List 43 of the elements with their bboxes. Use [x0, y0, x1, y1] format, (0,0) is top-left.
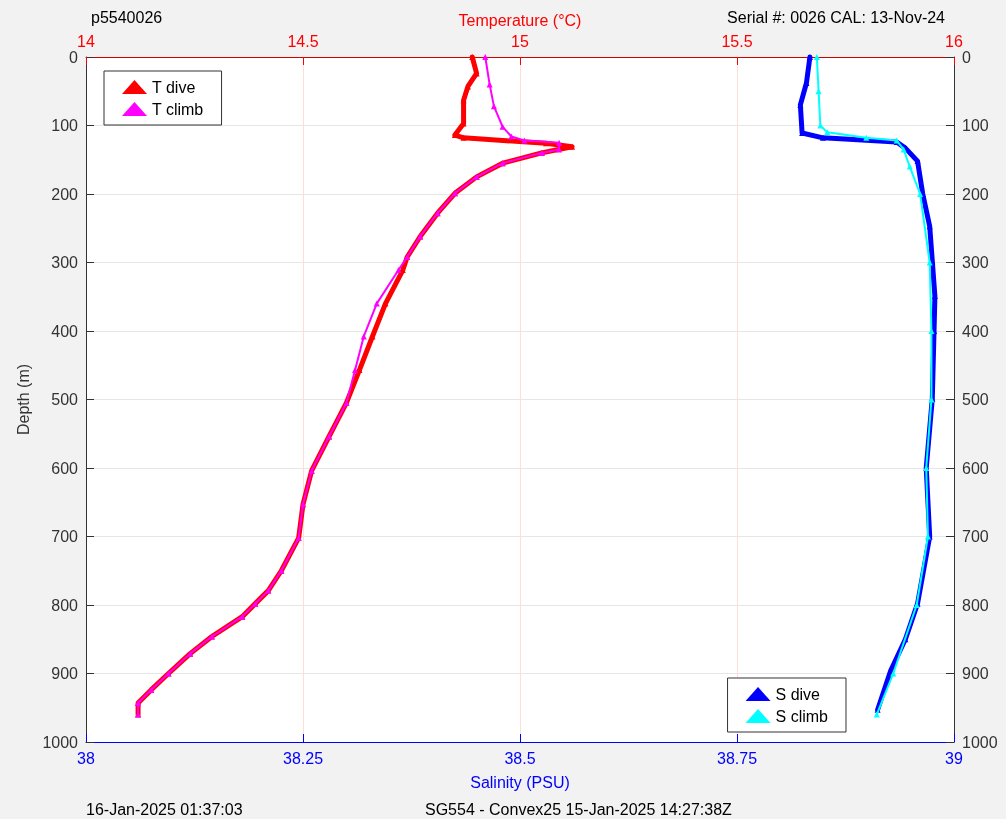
chart-title: p5540026 [91, 8, 163, 26]
y2-tick-label: 600 [962, 459, 989, 477]
y-tick-label: 500 [51, 391, 79, 408]
y-tick-label: 800 [51, 596, 79, 614]
y2-tick-label: 1000 [962, 733, 998, 751]
y-tick-label: 900 [51, 665, 79, 682]
legend-label: T climb [152, 100, 204, 118]
y-tick-label: 1000 [42, 733, 79, 751]
x-tick-label: 38.25 [282, 749, 324, 767]
x-tick-label: 39 [945, 749, 963, 767]
x2-tick-label: 16 [945, 32, 963, 50]
x-tick-label: 38.5 [504, 749, 536, 767]
y2-tick-label: 300 [962, 254, 989, 271]
y2-tick-label: 200 [962, 185, 989, 203]
legend-label: T dive [152, 78, 196, 96]
legend-label: S climb [775, 707, 829, 725]
y2-tick-label: 100 [962, 117, 989, 134]
y-tick-label: 300 [51, 254, 79, 271]
y-tick-label: 400 [51, 322, 79, 340]
y2-tick-label: 800 [962, 596, 989, 614]
y2-tick-label: 0 [962, 48, 971, 66]
x-tick-label: 38 [77, 749, 95, 767]
y-tick-label: 200 [51, 185, 79, 203]
x2-tick-label: 14 [77, 32, 95, 50]
x2-tick-label: 14.5 [287, 32, 319, 50]
x-tick-label: 38.75 [716, 749, 758, 767]
y-tick-label: 600 [51, 459, 79, 477]
y-tick-label: 100 [51, 117, 79, 134]
x2-axis-title: Temperature (°C) [458, 11, 582, 29]
x-axis-title: Salinity (PSU) [470, 773, 570, 791]
text: SG554 - Convex25 15-Jan-2025 14:27:38Z [425, 800, 733, 818]
y2-tick-label: 400 [962, 322, 989, 340]
y2-tick-label: 900 [962, 665, 989, 682]
text: 16-Jan-2025 01:37:03 [86, 800, 243, 818]
chart-subtitle: Serial #: 0026 CAL: 13-Nov-24 [727, 8, 946, 26]
x2-tick-label: 15 [511, 32, 529, 50]
y-axis-title: Depth (m) [15, 363, 33, 436]
y-tick-label: 700 [51, 528, 79, 545]
y-tick-label: 0 [69, 48, 79, 66]
x2-tick-label: 15.5 [721, 32, 753, 50]
y2-tick-label: 700 [962, 528, 989, 545]
y2-tick-label: 500 [962, 391, 989, 408]
legend-label: S dive [775, 685, 821, 703]
